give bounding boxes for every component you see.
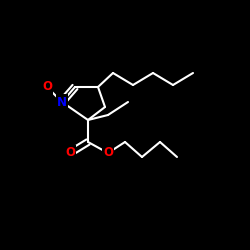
Text: O: O [42, 80, 52, 94]
Text: O: O [103, 146, 113, 160]
Text: N: N [57, 96, 67, 108]
Text: O: O [65, 146, 75, 160]
